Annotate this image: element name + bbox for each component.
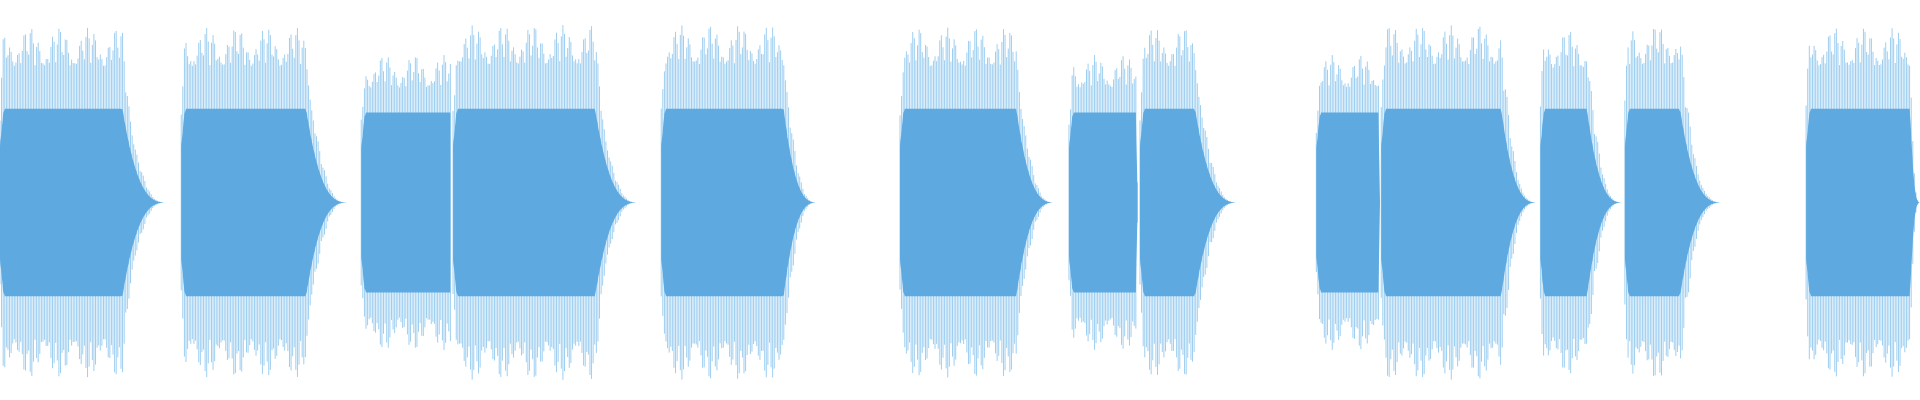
- wave-core: [1806, 108, 1920, 297]
- wave-core: [900, 108, 1055, 297]
- wave-core: [661, 108, 818, 297]
- wave-core: [361, 112, 451, 293]
- wave-core: [453, 108, 638, 297]
- wave-core: [1540, 108, 1624, 297]
- wave-core: [1068, 112, 1138, 293]
- wave-core: [0, 108, 168, 297]
- wave-core: [181, 108, 349, 297]
- wave-core: [1624, 108, 1722, 297]
- wave-core: [1316, 112, 1380, 293]
- wave-core: [1140, 108, 1239, 297]
- wave-core: [1381, 108, 1538, 297]
